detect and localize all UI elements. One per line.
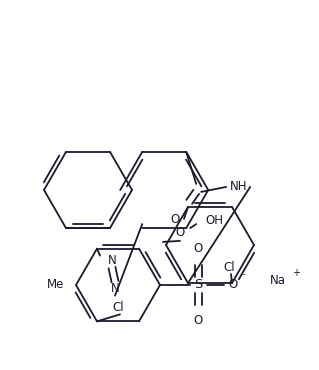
Text: N: N bbox=[108, 254, 116, 267]
Text: ⁻: ⁻ bbox=[241, 272, 246, 282]
Text: S: S bbox=[194, 279, 202, 292]
Text: Cl: Cl bbox=[112, 301, 124, 314]
Text: Me: Me bbox=[47, 279, 65, 292]
Text: Cl: Cl bbox=[223, 260, 235, 273]
Text: O: O bbox=[193, 242, 203, 256]
Text: +: + bbox=[292, 268, 300, 278]
Text: O: O bbox=[228, 279, 238, 292]
Text: O: O bbox=[171, 213, 180, 226]
Text: OH: OH bbox=[205, 213, 223, 226]
Text: NH: NH bbox=[229, 181, 247, 194]
Text: N: N bbox=[111, 282, 119, 295]
Text: O: O bbox=[175, 226, 185, 239]
Text: O: O bbox=[193, 314, 203, 327]
Text: Na: Na bbox=[270, 273, 286, 286]
